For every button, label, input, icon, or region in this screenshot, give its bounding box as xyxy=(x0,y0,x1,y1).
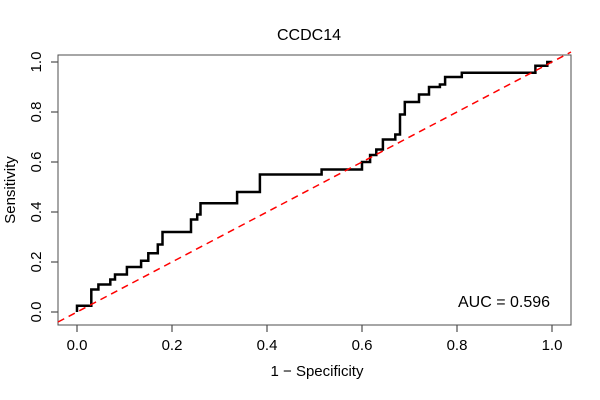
x-tick-label: 0.2 xyxy=(161,337,183,354)
x-tick-label: 0.8 xyxy=(446,337,468,354)
y-tick-label: 0.8 xyxy=(28,101,45,123)
y-tick-label: 0.4 xyxy=(28,201,45,223)
chart-title: CCDC14 xyxy=(276,27,341,44)
roc-curve-line xyxy=(75,60,552,312)
y-tick-label: 0.0 xyxy=(28,301,45,323)
auc-annotation: AUC = 0.596 xyxy=(457,294,551,311)
reference-diagonal-line xyxy=(57,51,572,323)
y-tick-label: 1.0 xyxy=(28,51,45,73)
x-tick-label: 1.0 xyxy=(541,337,563,354)
y-axis-label: Sensitivity xyxy=(2,156,19,224)
x-tick-label: 0.0 xyxy=(66,337,88,354)
x-axis-label: 1 − Specificity xyxy=(270,363,364,380)
plot-box xyxy=(57,54,572,326)
x-tick-label: 0.6 xyxy=(351,337,373,354)
y-tick-label: 0.2 xyxy=(28,251,45,273)
x-tick-label: 0.4 xyxy=(256,337,278,354)
y-tick-label: 0.6 xyxy=(28,151,45,173)
